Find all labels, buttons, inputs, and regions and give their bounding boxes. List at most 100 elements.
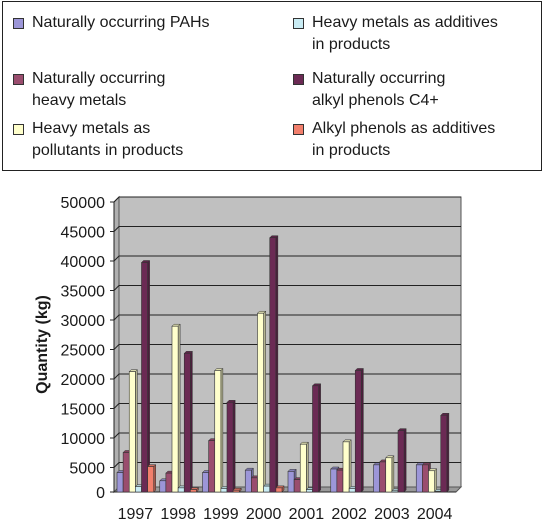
gridline: [113, 432, 461, 439]
legend-item-natural-metals: Naturally occurring heavy metals: [13, 68, 165, 112]
bar: [226, 402, 234, 493]
bar: [440, 414, 448, 493]
bar: [202, 472, 209, 493]
plot-area: [118, 196, 462, 488]
x-tick-label: 1997: [118, 506, 154, 523]
bar: [183, 353, 191, 493]
bar: [135, 486, 142, 493]
bar: [244, 469, 252, 493]
x-tick-label: 1999: [203, 506, 239, 523]
legend-label: Heavy metals as additives in products: [312, 14, 498, 53]
legend-item-metals-pollutants: Heavy metals as pollutants in products: [13, 118, 183, 162]
legend-label: Naturally occurring alkyl phenols C4+: [312, 70, 446, 109]
bar: [220, 488, 228, 493]
bar: [385, 457, 393, 493]
bar: [428, 470, 435, 493]
bar: [397, 430, 405, 493]
y-tick-label: 35000: [61, 284, 106, 301]
y-tick-label: 20000: [61, 372, 106, 389]
bar: [141, 262, 148, 493]
y-axis-label: Quantity (kg): [34, 295, 51, 394]
bar: [190, 489, 197, 493]
bar: [373, 464, 380, 493]
gridline: [113, 373, 461, 380]
bar: [330, 468, 338, 493]
y-tick-label: 15000: [61, 402, 106, 419]
bar: [128, 371, 136, 493]
legend-swatch: [293, 18, 304, 29]
bar: [306, 489, 313, 493]
bar: [269, 237, 277, 493]
gridline: [113, 344, 461, 350]
bar: [275, 487, 283, 493]
bar: [299, 443, 307, 493]
y-tick-label: 30000: [61, 313, 106, 330]
gridline: [113, 226, 461, 232]
y-tick-label: 50000: [61, 195, 106, 212]
y-tick-label: 10000: [61, 431, 106, 448]
gridline: [113, 403, 461, 409]
bar: [208, 440, 216, 493]
x-tick-label: 2003: [374, 506, 410, 523]
legend-item-metals-additives: Heavy metals as additives in products: [293, 12, 498, 56]
gridline: [113, 255, 461, 262]
bar: [171, 325, 179, 493]
legend-label: Heavy metals as pollutants in products: [32, 120, 184, 159]
legend-item-alkyl-additives: Alkyl phenols as additives in products: [293, 118, 495, 162]
bar: [232, 489, 240, 493]
legend-swatch: [293, 124, 304, 135]
x-tick-label: 1998: [160, 506, 196, 523]
bar: [422, 464, 429, 493]
x-tick-label: 2004: [417, 506, 453, 523]
plot-side-wall: [113, 195, 120, 494]
legend-item-alkyl-natural: Naturally occurring alkyl phenols C4+: [293, 68, 445, 112]
x-tick-label: 2002: [331, 506, 367, 523]
bar: [287, 471, 295, 493]
bar: [336, 469, 344, 493]
y-tick-label: 45000: [61, 225, 106, 242]
bar: [122, 452, 130, 493]
bar: [312, 385, 319, 493]
gridline: [113, 285, 461, 291]
legend-label: Alkyl phenols as additives in products: [312, 120, 496, 159]
bar: [263, 485, 271, 493]
bar: [379, 461, 387, 493]
bar: [159, 480, 167, 493]
legend-label: Naturally occurring PAHs: [32, 14, 210, 31]
bar: [251, 477, 258, 493]
bar: [214, 370, 222, 493]
legend-item-pahs: Naturally occurring PAHs: [13, 12, 210, 34]
bar-side: [135, 369, 138, 493]
legend-swatch: [13, 74, 24, 85]
bar: [165, 472, 173, 493]
x-tick-label: 2000: [246, 506, 282, 523]
chart-legend: Naturally occurring PAHs Heavy metals as…: [2, 1, 542, 171]
legend-swatch: [293, 74, 304, 85]
bar-side: [220, 367, 224, 493]
legend-label: Naturally occurring heavy metals: [32, 70, 166, 109]
bar: [391, 490, 399, 493]
x-tick-label: 2001: [289, 506, 325, 523]
bar-side: [232, 399, 236, 493]
bar-side: [177, 323, 181, 493]
bar: [116, 472, 124, 493]
bar: [293, 479, 301, 493]
bar: [147, 466, 155, 493]
gridline: [113, 314, 461, 321]
gridline: [113, 196, 461, 203]
y-tick-label: 25000: [61, 343, 106, 360]
legend-swatch: [13, 18, 24, 29]
bar: [354, 370, 362, 493]
y-tick-label: 5000: [69, 461, 105, 478]
bar: [415, 464, 423, 493]
bar-side: [190, 350, 193, 493]
y-tick-label: 40000: [61, 254, 106, 271]
legend-swatch: [13, 124, 24, 135]
bar: [434, 491, 442, 493]
bar: [257, 312, 264, 493]
bar: [348, 488, 356, 493]
bar: [342, 441, 350, 493]
bar: [177, 487, 185, 493]
bar-side: [153, 464, 156, 493]
